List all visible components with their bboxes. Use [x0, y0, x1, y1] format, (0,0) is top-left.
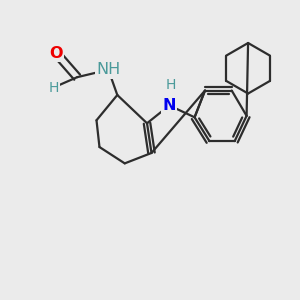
Text: H: H	[48, 81, 59, 94]
Text: O: O	[50, 46, 63, 61]
Text: N: N	[163, 98, 176, 113]
Text: H: H	[166, 78, 176, 92]
Text: NH: NH	[96, 62, 121, 77]
